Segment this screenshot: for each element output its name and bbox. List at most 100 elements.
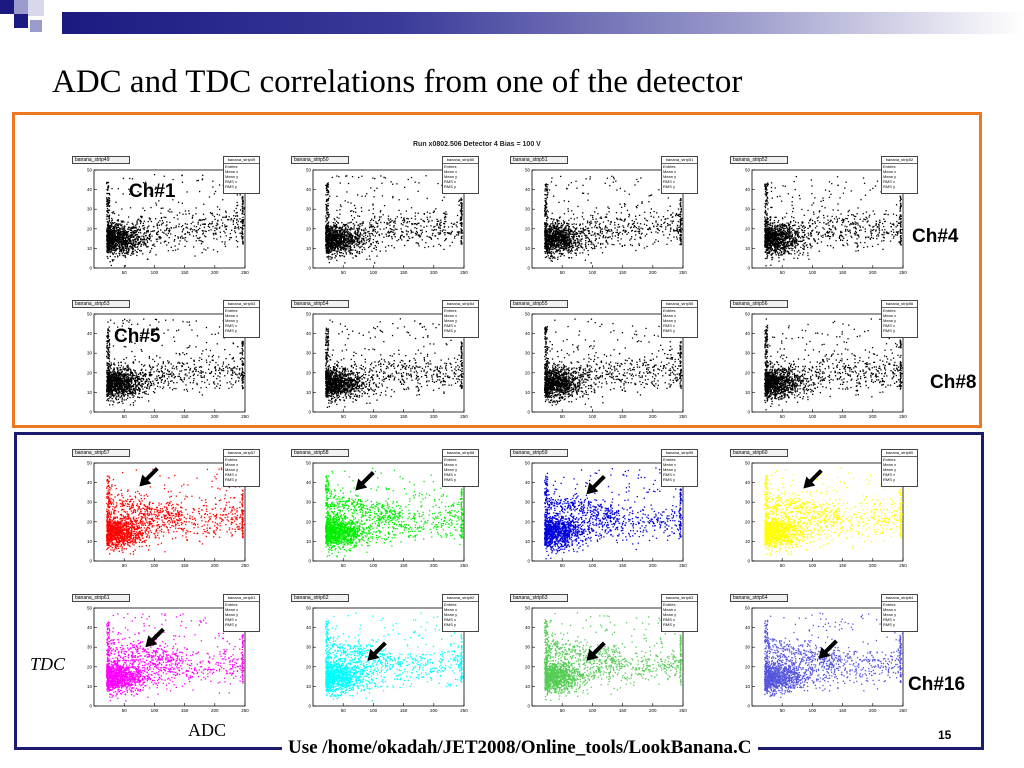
- data-point: [545, 204, 547, 206]
- data-point: [117, 232, 120, 234]
- data-point: [359, 236, 361, 238]
- data-point: [557, 235, 559, 237]
- data-point: [553, 239, 555, 241]
- data-point: [359, 234, 361, 236]
- data-point: [461, 230, 463, 232]
- data-point: [558, 244, 560, 246]
- data-point: [334, 219, 336, 221]
- data-point: [113, 241, 115, 244]
- data-point: [234, 227, 236, 229]
- data-point: [212, 214, 214, 216]
- data-point: [447, 232, 449, 234]
- data-point: [616, 229, 618, 231]
- data-point: [560, 234, 562, 237]
- data-point: [675, 213, 677, 216]
- data-point: [334, 230, 336, 232]
- data-point: [116, 238, 119, 240]
- data-point: [351, 238, 353, 240]
- data-point: [374, 229, 376, 231]
- data-point: [631, 236, 633, 238]
- data-point: [415, 242, 417, 244]
- data-point: [242, 199, 244, 201]
- data-point: [560, 231, 562, 233]
- data-point: [544, 215, 546, 217]
- data-point: [439, 225, 441, 227]
- data-point: [585, 235, 587, 237]
- data-point: [663, 234, 665, 236]
- data-point: [153, 243, 155, 245]
- data-point: [461, 225, 463, 227]
- data-point: [358, 251, 361, 253]
- data-point: [110, 264, 112, 267]
- data-point: [128, 235, 130, 237]
- data-point: [166, 244, 168, 246]
- data-point: [461, 213, 463, 216]
- data-point: [577, 240, 579, 242]
- data-point: [582, 252, 584, 254]
- data-point: [340, 242, 343, 244]
- data-point: [328, 233, 330, 235]
- data-point: [341, 240, 343, 242]
- data-point: [384, 246, 387, 248]
- data-point: [550, 236, 553, 238]
- panel-stats-box: banana_strip51 Entries Mean x Mean y RMS x RM…: [661, 156, 698, 194]
- data-point: [393, 225, 395, 227]
- data-point: [400, 235, 402, 237]
- data-point: [553, 257, 555, 259]
- data-point: [235, 240, 238, 242]
- data-point: [236, 214, 238, 217]
- data-point: [645, 219, 647, 221]
- data-point: [119, 237, 121, 240]
- data-point: [127, 238, 129, 240]
- data-point: [650, 194, 653, 196]
- data-point: [136, 220, 138, 222]
- data-point: [383, 176, 385, 178]
- data-point: [606, 216, 608, 218]
- data-point: [580, 227, 582, 230]
- data-point: [326, 189, 328, 192]
- data-point: [589, 224, 591, 226]
- data-point: [107, 225, 109, 227]
- data-point: [242, 207, 244, 209]
- data-point: [570, 248, 573, 250]
- data-point: [594, 211, 596, 213]
- data-point: [564, 244, 566, 246]
- data-point: [458, 233, 460, 235]
- data-point: [602, 235, 604, 238]
- data-point: [122, 231, 124, 233]
- data-point: [345, 238, 348, 240]
- data-point: [169, 221, 171, 224]
- data-point: [609, 223, 611, 225]
- data-point: [569, 232, 571, 234]
- data-point: [566, 222, 568, 224]
- data-point: [376, 241, 378, 244]
- data-point: [444, 238, 447, 240]
- data-point: [392, 197, 394, 199]
- data-point: [331, 244, 333, 246]
- data-point: [127, 236, 129, 238]
- data-point: [644, 235, 646, 237]
- data-point: [570, 235, 573, 238]
- data-point: [551, 248, 553, 250]
- data-point: [106, 188, 108, 191]
- data-point: [326, 191, 328, 193]
- data-point: [143, 244, 145, 246]
- data-point: [400, 234, 402, 236]
- data-point: [119, 239, 121, 242]
- data-point: [680, 217, 682, 219]
- data-point: [546, 248, 548, 250]
- data-point: [107, 203, 109, 205]
- data-point: [117, 230, 119, 232]
- y-tick-label: 20: [525, 226, 531, 231]
- data-point: [136, 228, 139, 231]
- data-point: [128, 248, 130, 251]
- data-point: [460, 202, 462, 204]
- data-point: [180, 226, 183, 228]
- data-point: [203, 219, 206, 221]
- data-point: [201, 179, 203, 181]
- data-point: [202, 232, 205, 234]
- data-point: [627, 231, 630, 234]
- data-point: [359, 247, 361, 249]
- data-point: [345, 230, 347, 232]
- data-point: [617, 237, 619, 239]
